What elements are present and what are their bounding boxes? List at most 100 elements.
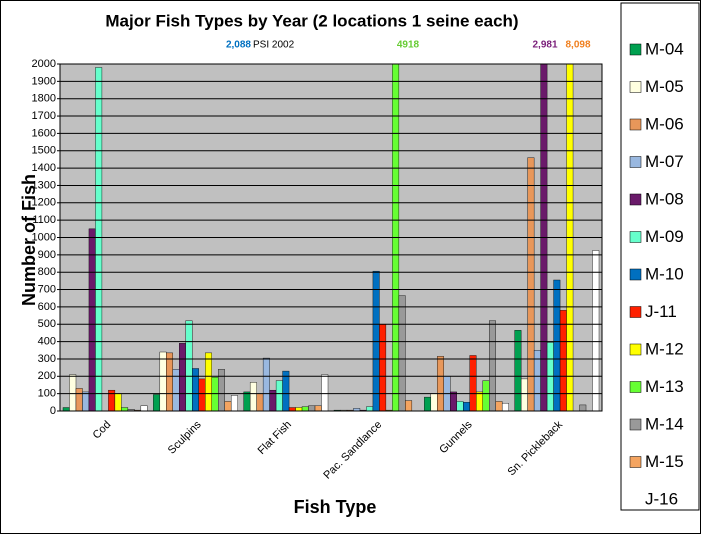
bar (121, 407, 129, 411)
legend-swatch (630, 494, 641, 505)
bar (69, 374, 77, 411)
chart-title: Major Fish Types by Year (2 locations 1 … (105, 11, 518, 30)
bar (140, 405, 148, 411)
legend-label: M-14 (645, 414, 684, 433)
bar (282, 370, 290, 411)
y-tick-label: 600 (38, 301, 56, 313)
bar (469, 355, 477, 411)
bar (301, 406, 309, 411)
bar (166, 352, 173, 411)
bar (424, 396, 432, 411)
y-tick-label: 1500 (32, 145, 56, 157)
legend-label: M-06 (645, 114, 684, 133)
legend-swatch (629, 43, 642, 56)
bar (321, 374, 329, 411)
legend-label: M-13 (645, 377, 684, 396)
bar (495, 401, 503, 411)
bar (205, 352, 212, 411)
legend-swatch (629, 193, 642, 206)
bar (450, 391, 457, 411)
y-tick-label: 200 (38, 370, 56, 382)
bar (314, 405, 322, 411)
y-tick-label: 300 (38, 353, 56, 365)
legend-label: M-04 (645, 39, 684, 58)
bar (82, 391, 90, 411)
bar (520, 378, 528, 411)
legend-label: M-08 (645, 189, 684, 208)
bar (249, 382, 257, 411)
legend-swatch (629, 456, 642, 468)
y-tick-label: 1100 (32, 214, 56, 226)
bar (456, 401, 464, 411)
bar (398, 295, 406, 411)
y-tick-label: 1700 (32, 110, 56, 122)
y-tick-label: 1300 (32, 179, 56, 191)
y-tick-label: 400 (38, 336, 56, 348)
bar (95, 67, 103, 411)
y-tick-label: 800 (38, 266, 56, 278)
bar (553, 279, 561, 411)
bar (514, 330, 522, 411)
bar (256, 393, 264, 411)
annotation: 8,098 (565, 40, 590, 51)
legend-swatch (629, 306, 642, 318)
legend-swatch (629, 231, 642, 243)
y-tick-label: 700 (38, 283, 56, 295)
bar (430, 393, 438, 411)
bar (75, 388, 83, 411)
bar (114, 393, 122, 411)
bar (172, 369, 180, 411)
bar (366, 406, 374, 411)
bar (275, 380, 283, 411)
bar (62, 407, 70, 411)
x-axis-label: Fish Type (294, 497, 377, 517)
bar (88, 228, 96, 411)
y-axis-label: Number of Fish (19, 174, 39, 306)
y-tick-label: 2000 (32, 58, 56, 70)
legend-swatch (629, 156, 642, 168)
legend-swatch (629, 268, 642, 281)
bar (230, 395, 238, 411)
y-tick-label: 1000 (32, 231, 56, 243)
bar (218, 369, 225, 411)
legend-label: M-07 (645, 152, 684, 171)
bar (559, 310, 567, 411)
y-tick-label: 500 (38, 318, 56, 330)
legend-label: M-05 (645, 77, 684, 96)
legend-label: M-12 (645, 339, 684, 358)
bar (153, 394, 161, 411)
y-tick-label: 1400 (32, 162, 56, 174)
legend-label: J-16 (645, 489, 678, 508)
annotation: PSI 2002 (253, 40, 295, 51)
bar (185, 320, 193, 411)
bar (379, 324, 387, 411)
bar (288, 407, 296, 411)
bar (405, 400, 413, 411)
legend-swatch (629, 418, 642, 431)
y-tick-label: 1900 (32, 75, 56, 87)
legend-label: J-11 (645, 302, 677, 321)
bar (476, 391, 483, 411)
bar (179, 343, 186, 411)
bar (463, 402, 470, 411)
legend-swatch (629, 381, 642, 393)
y-tick-label: 1200 (32, 197, 56, 209)
y-tick-label: 100 (38, 388, 56, 400)
bar (489, 320, 496, 411)
bar (372, 270, 380, 411)
annotation: 2,088 (226, 40, 251, 51)
bar (579, 404, 587, 411)
legend-label: M-15 (645, 452, 684, 471)
bar (159, 351, 167, 411)
y-tick-label: 1800 (32, 93, 56, 105)
y-tick-label: 900 (38, 249, 56, 261)
bar (295, 407, 303, 411)
bar (224, 401, 232, 411)
bar (482, 380, 490, 411)
y-tick-label: 0 (50, 405, 56, 417)
y-tick-label: 1600 (32, 127, 56, 139)
legend-swatch (629, 343, 642, 356)
bar (592, 250, 600, 411)
bar (243, 391, 251, 411)
